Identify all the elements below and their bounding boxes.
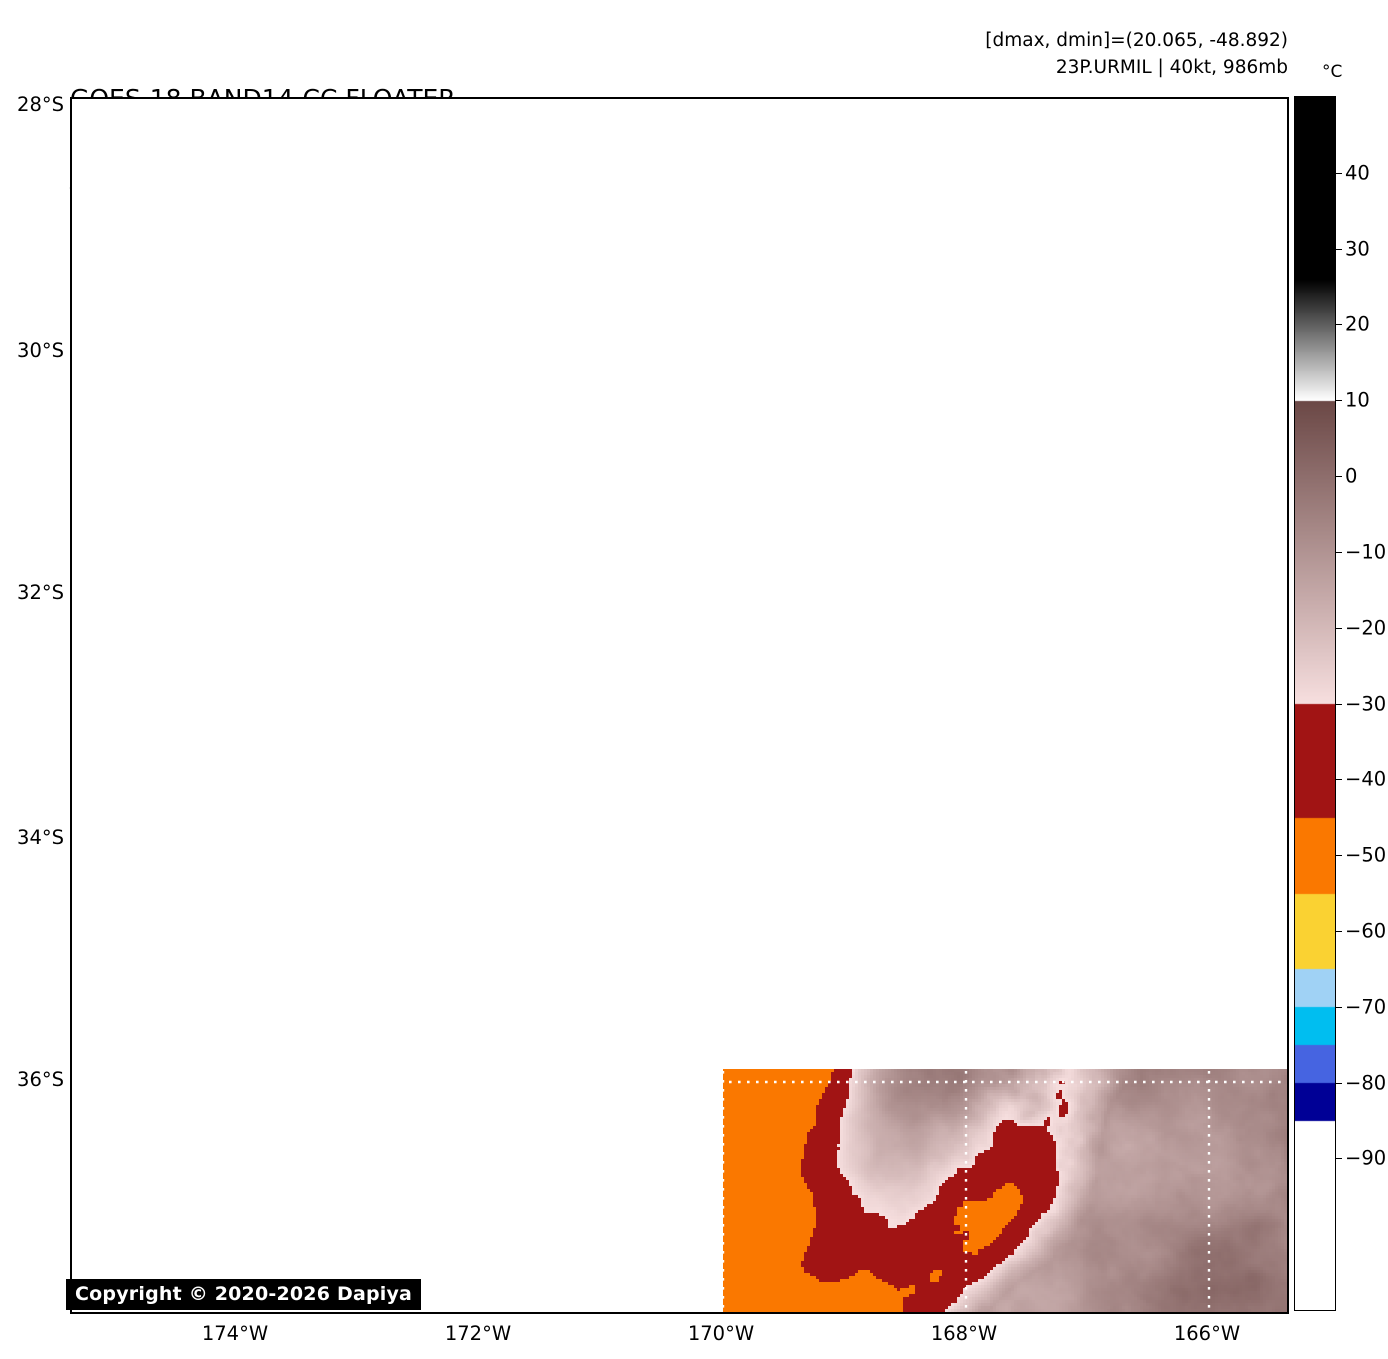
colorbar-tick-mark [1335,779,1342,781]
colorbar-tick-label: 0 [1345,464,1358,488]
colorbar-tick-label: 20 [1345,312,1370,336]
colorbar-tick-label: −30 [1345,692,1387,715]
colorbar-tick-label: −10 [1345,540,1387,564]
copyright-banner: Copyright © 2020-2026 Dapiya [66,1279,422,1310]
colorbar-unit-label: °C [1322,62,1343,82]
colorbar-tick-label: −70 [1345,995,1387,1019]
colorbar-tick-label: −80 [1345,1071,1387,1095]
dmax-dmin-label: [dmax, dmin]=(20.065, -48.892) [985,30,1288,51]
colorbar-tick-mark [1335,476,1342,478]
colorbar-tick-mark [1335,324,1342,326]
colorbar-tick-label: −50 [1345,843,1387,867]
colorbar-gradient [1295,97,1335,1310]
storm-info-label: 23P.URMIL | 40kt, 986mb [1055,56,1288,78]
colorbar-tick-label: −40 [1345,767,1387,791]
lat-tick-label: 28°S [17,93,64,116]
colorbar-tick-mark [1335,703,1342,705]
lon-tick-label: 170°W [687,1322,755,1345]
colorbar-tick-mark [1335,1158,1342,1160]
lon-tick-label: 166°W [1173,1322,1241,1345]
satellite-image-plot[interactable] [70,97,1289,1314]
metadata-block: [dmax, dmin]=(20.065, -48.892) 23P.URMIL… [985,28,1288,82]
colorbar-tick-mark [1335,172,1342,174]
colorbar-tick-mark [1335,930,1342,932]
lat-tick-label: 34°S [17,826,64,849]
colorbar-tick-label: 10 [1345,388,1370,412]
colorbar-tick-mark [1335,1006,1342,1008]
satellite-ir-imagery [72,99,1287,1312]
lon-tick-label: 174°W [201,1322,269,1345]
colorbar-tick-mark [1335,248,1342,250]
colorbar-tick-label: −60 [1345,919,1387,943]
lat-tick-label: 36°S [17,1068,64,1091]
colorbar-tick-mark [1335,855,1342,857]
colorbar-tick-mark [1335,627,1342,629]
lon-tick-label: 168°W [930,1322,998,1345]
colorbar-tick-label: −20 [1345,616,1387,640]
colorbar-tick-label: −90 [1345,1146,1387,1170]
colorbar-tick-label: 30 [1345,237,1370,261]
lat-tick-label: 32°S [17,581,64,604]
temperature-colorbar[interactable] [1294,96,1336,1311]
colorbar-tick-label: 40 [1345,161,1370,185]
colorbar-tick-mark [1335,551,1342,553]
colorbar-tick-mark [1335,400,1342,402]
lon-tick-label: 172°W [444,1322,512,1345]
colorbar-tick-mark [1335,1082,1342,1084]
lat-tick-label: 30°S [17,339,64,362]
